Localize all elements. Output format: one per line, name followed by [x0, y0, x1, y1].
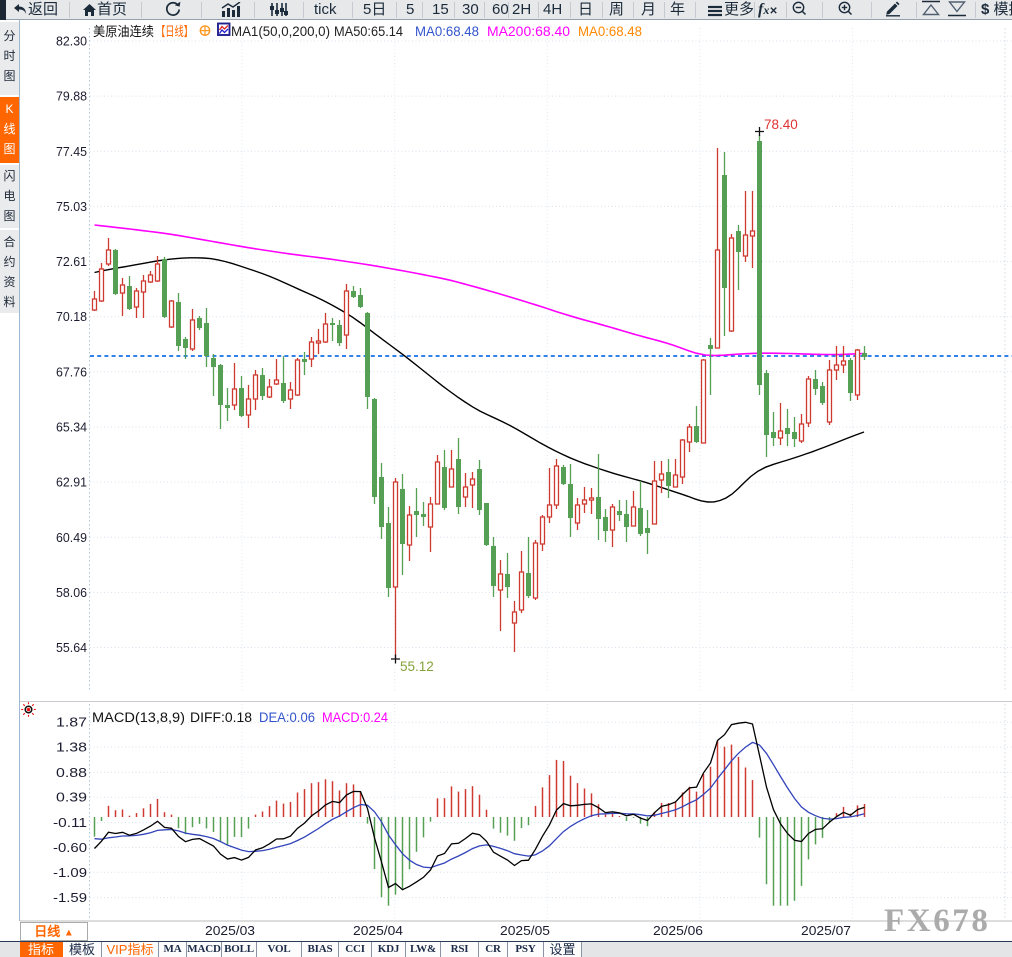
- svg-text:MA1(50,0,200,0): MA1(50,0,200,0): [231, 24, 330, 39]
- svg-text:62.91: 62.91: [56, 475, 87, 490]
- svg-text:72.61: 72.61: [56, 254, 87, 269]
- svg-text:1.87: 1.87: [56, 715, 87, 730]
- svg-text:DIFF:0.18: DIFF:0.18: [190, 710, 252, 725]
- svg-text:MA200:68.40: MA200:68.40: [487, 24, 570, 39]
- svg-text:75.03: 75.03: [56, 199, 87, 214]
- svg-text:美原油连续: 美原油连续: [93, 24, 154, 39]
- svg-text:79.88: 79.88: [56, 89, 87, 104]
- svg-text:2025/04: 2025/04: [353, 923, 403, 938]
- svg-text:MACD:0.24: MACD:0.24: [322, 710, 388, 725]
- svg-text:77.45: 77.45: [56, 144, 87, 159]
- svg-text:65.34: 65.34: [56, 420, 87, 435]
- svg-text:-1.09: -1.09: [53, 865, 87, 880]
- svg-text:MA0:68.48: MA0:68.48: [415, 24, 479, 39]
- svg-text:MA50:65.14: MA50:65.14: [334, 24, 403, 39]
- svg-text:2025/07: 2025/07: [801, 923, 851, 938]
- svg-text:FX678: FX678: [884, 903, 991, 939]
- svg-text:0.39: 0.39: [56, 790, 87, 805]
- svg-text:58.06: 58.06: [56, 585, 87, 600]
- svg-text:1.38: 1.38: [56, 740, 87, 755]
- svg-text:-0.11: -0.11: [53, 815, 87, 830]
- svg-text:70.18: 70.18: [56, 309, 87, 324]
- svg-text:55.64: 55.64: [56, 640, 87, 655]
- svg-text:MACD(13,8,9): MACD(13,8,9): [92, 710, 185, 725]
- svg-text:67.76: 67.76: [56, 364, 87, 379]
- svg-text:MA0:68.48: MA0:68.48: [578, 24, 642, 39]
- svg-text:0.88: 0.88: [56, 765, 87, 780]
- svg-text:55.12: 55.12: [400, 659, 434, 674]
- svg-text:DEA:0.06: DEA:0.06: [259, 710, 315, 725]
- svg-text:60.49: 60.49: [56, 530, 87, 545]
- svg-text:2025/03: 2025/03: [205, 923, 255, 938]
- svg-text:82.30: 82.30: [56, 34, 87, 49]
- svg-text:78.40: 78.40: [764, 117, 798, 132]
- svg-text:2025/06: 2025/06: [653, 923, 703, 938]
- svg-text:-0.60: -0.60: [53, 840, 87, 855]
- svg-text:-1.59: -1.59: [53, 890, 87, 905]
- svg-text:2025/05: 2025/05: [500, 923, 550, 938]
- svg-text:【日线】: 【日线】: [156, 24, 193, 39]
